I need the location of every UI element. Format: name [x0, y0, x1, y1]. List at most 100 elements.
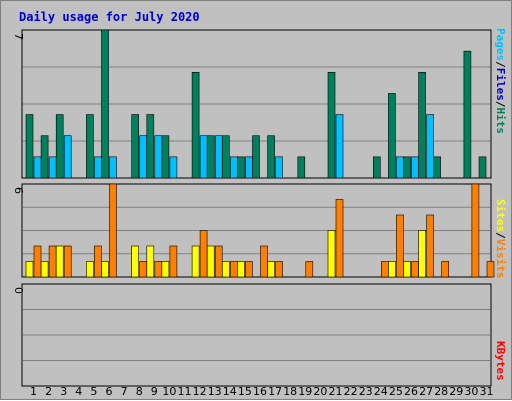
- bar-sites: [267, 261, 275, 278]
- bar-sites: [40, 261, 49, 278]
- bar-hits: [40, 135, 49, 179]
- bar-sites: [418, 230, 426, 278]
- legend-3: KBytes: [494, 341, 507, 381]
- bar-visits: [305, 261, 314, 278]
- bar-visits: [411, 261, 419, 278]
- bar-hits: [146, 114, 155, 179]
- x-tick-label: 11: [178, 385, 192, 398]
- x-tick-label: 12: [193, 385, 207, 398]
- bar-hits: [463, 50, 472, 179]
- plot-area-2: [21, 183, 492, 278]
- legend-entry: /: [494, 61, 507, 68]
- bar-visits: [396, 214, 404, 278]
- legend-entry: /: [494, 232, 507, 239]
- bar-visits: [109, 183, 117, 278]
- bar-hits: [418, 71, 426, 179]
- bar-pages: [169, 156, 178, 179]
- bar-hits: [191, 71, 200, 179]
- bar-sites: [191, 245, 200, 278]
- bar-pages: [275, 156, 283, 179]
- x-tick-label: 25: [389, 385, 403, 398]
- bar-hits: [478, 156, 487, 179]
- x-tick-label: 3: [60, 385, 67, 398]
- bar-sites: [55, 245, 64, 278]
- x-tick-label: 27: [419, 385, 433, 398]
- bar-hits: [433, 156, 442, 179]
- bar-hits: [297, 156, 306, 179]
- x-tick-label: 28: [434, 385, 448, 398]
- bar-sites: [146, 245, 155, 278]
- legend-1: Pages/Files/Hits: [494, 28, 507, 134]
- bar-pages: [109, 156, 117, 179]
- bar-visits: [94, 245, 102, 278]
- y-max-label: 7: [12, 33, 25, 40]
- x-tick-label: 22: [344, 385, 358, 398]
- x-tick-label: 14: [223, 385, 237, 398]
- bar-pages: [411, 156, 419, 179]
- legend-entry: /: [494, 101, 507, 108]
- bar-sites: [327, 230, 336, 278]
- x-tick-label: 13: [208, 385, 222, 398]
- x-tick-label: 16: [253, 385, 267, 398]
- bar-visits: [169, 245, 178, 278]
- bar-pages: [426, 114, 434, 179]
- bar-sites: [237, 261, 245, 278]
- bar-visits: [275, 261, 283, 278]
- bar-visits: [48, 245, 57, 278]
- legend-2: Sites/Visits: [494, 199, 507, 279]
- bar-sites: [131, 245, 139, 278]
- bar-visits: [230, 261, 238, 278]
- bar-sites: [101, 261, 109, 278]
- bar-hits: [372, 156, 381, 179]
- x-tick-label: 24: [374, 385, 388, 398]
- bar-sites: [403, 261, 411, 278]
- bar-hits: [222, 135, 230, 179]
- bar-pages: [154, 135, 163, 179]
- bar-visits: [63, 245, 72, 278]
- x-tick-label: 19: [298, 385, 312, 398]
- x-tick-label: 9: [151, 385, 158, 398]
- bar-pages: [230, 156, 238, 179]
- bar-hits: [388, 93, 396, 179]
- bar-hits: [206, 135, 215, 179]
- bar-hits: [101, 29, 109, 179]
- bar-sites: [388, 261, 396, 278]
- x-tick-label: 2: [45, 385, 52, 398]
- bar-pages: [63, 135, 72, 179]
- bar-pages: [245, 156, 253, 179]
- bar-pages: [199, 135, 208, 179]
- bar-pages: [33, 156, 42, 179]
- x-tick-label: 23: [359, 385, 373, 398]
- bar-visits: [33, 245, 42, 278]
- x-tick-label: 30: [464, 385, 478, 398]
- bar-sites: [25, 261, 34, 278]
- x-tick-label: 20: [313, 385, 327, 398]
- x-tick-label: 5: [90, 385, 97, 398]
- x-tick-label: 31: [480, 385, 494, 398]
- legend-entry: KBytes: [494, 341, 507, 381]
- bar-visits: [260, 245, 268, 278]
- x-tick-label: 26: [404, 385, 418, 398]
- bar-hits: [86, 114, 94, 179]
- bar-visits: [139, 261, 147, 278]
- bar-hits: [131, 114, 139, 179]
- plot-area-3: [21, 283, 492, 387]
- bar-pages: [139, 135, 147, 179]
- bar-pages: [335, 114, 344, 179]
- bar-hits: [267, 135, 275, 179]
- bar-hits: [403, 156, 411, 179]
- bar-hits: [252, 135, 260, 179]
- bar-visits: [245, 261, 253, 278]
- bar-sites: [161, 261, 170, 278]
- bar-visits: [214, 245, 223, 278]
- x-tick-label: 29: [449, 385, 463, 398]
- bar-hits: [25, 114, 34, 179]
- y-max-label: 0: [12, 287, 25, 294]
- bar-pages: [48, 156, 57, 179]
- bar-pages: [396, 156, 404, 179]
- bar-hits: [55, 114, 64, 179]
- x-tick-label: 1: [30, 385, 37, 398]
- x-tick-label: 6: [106, 385, 113, 398]
